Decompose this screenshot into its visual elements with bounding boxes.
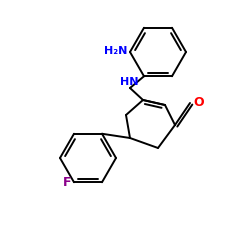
Text: O: O [193, 96, 203, 110]
Text: F: F [62, 176, 71, 189]
Text: HN: HN [120, 77, 138, 87]
Text: H₂N: H₂N [104, 46, 127, 56]
